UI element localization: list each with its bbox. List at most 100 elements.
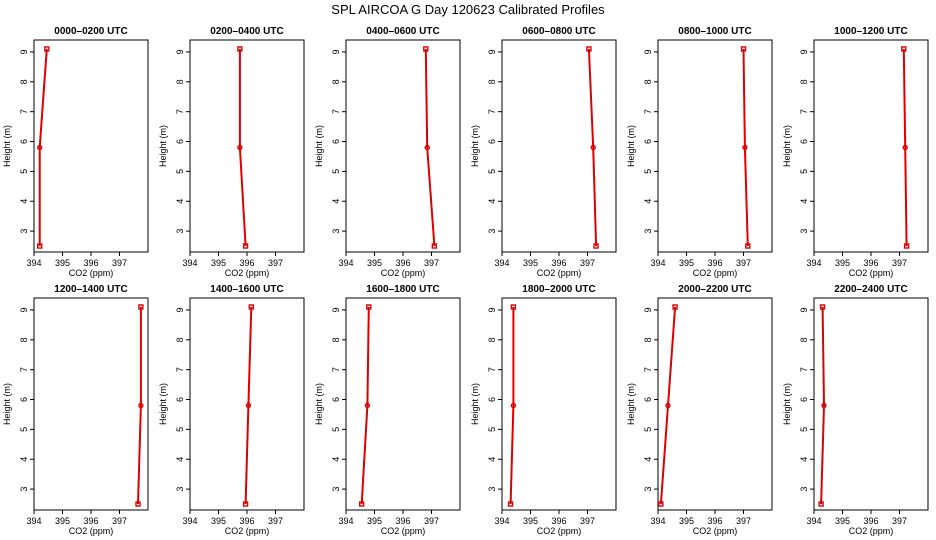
y-tick-label: 4 <box>799 199 809 204</box>
x-tick-label: 395 <box>835 258 850 268</box>
y-tick-label: 3 <box>643 229 653 234</box>
x-tick-label: 396 <box>863 516 878 526</box>
x-tick-label: 396 <box>395 516 410 526</box>
y-tick-label: 4 <box>175 199 185 204</box>
y-axis-label: Height (m) <box>626 383 636 425</box>
figure-title: SPL AIRCOA G Day 120623 Calibrated Profi… <box>331 2 605 17</box>
y-tick-label: 6 <box>487 139 497 144</box>
series-line <box>902 48 908 247</box>
x-tick-label: 394 <box>806 258 821 268</box>
data-point <box>593 243 599 249</box>
x-tick-label: 397 <box>892 258 907 268</box>
x-tick-label: 396 <box>707 516 722 526</box>
series-line <box>360 306 370 505</box>
y-tick-label: 7 <box>643 109 653 114</box>
x-tick-label: 394 <box>182 258 197 268</box>
panel-title: 0800–1000 UTC <box>678 26 751 37</box>
y-tick-label: 7 <box>487 367 497 372</box>
x-tick-label: 397 <box>112 516 127 526</box>
x-tick-label: 395 <box>367 516 382 526</box>
y-tick-label: 4 <box>487 457 497 462</box>
y-tick-label: 4 <box>175 457 185 462</box>
y-tick-label: 5 <box>487 427 497 432</box>
y-tick-label: 8 <box>487 79 497 84</box>
plot-frame <box>345 39 461 253</box>
y-tick-label: 5 <box>331 169 341 174</box>
y-tick-label: 7 <box>799 109 809 114</box>
plot-frame <box>501 297 617 511</box>
x-tick-label: 395 <box>55 516 70 526</box>
y-tick-label: 9 <box>799 307 809 312</box>
plot-frame <box>657 39 773 253</box>
panel-9: 1800–2000 UTC 394 395 396 397 3 4 5 6 7 8 9 CO2 (ppm… <box>470 284 617 536</box>
y-tick-label: 7 <box>331 367 341 372</box>
panel-3: 0600–0800 UTC 394 395 396 397 3 4 5 6 7 8 9 CO2 (ppm… <box>470 26 617 278</box>
series-line <box>238 49 247 247</box>
panel-title: 0600–0800 UTC <box>522 26 595 37</box>
data-point <box>901 46 907 52</box>
y-tick-label: 4 <box>19 457 29 462</box>
x-tick-label: 395 <box>523 258 538 268</box>
data-point <box>135 501 141 507</box>
x-tick-label: 397 <box>268 258 283 268</box>
y-tick-label: 5 <box>643 169 653 174</box>
y-tick-label: 9 <box>643 49 653 54</box>
y-tick-label: 7 <box>643 367 653 372</box>
x-axis-label: CO2 (ppm) <box>693 526 738 536</box>
y-axis-label: Height (m) <box>470 125 480 167</box>
y-tick-label: 8 <box>175 337 185 342</box>
data-point <box>507 501 514 507</box>
data-point <box>510 304 517 310</box>
x-tick-label: 396 <box>395 258 410 268</box>
y-tick-label: 6 <box>19 139 29 144</box>
y-axis-label: Height (m) <box>2 383 12 425</box>
data-point <box>821 402 827 409</box>
y-tick-label: 6 <box>331 139 341 144</box>
y-tick-label: 8 <box>799 337 809 342</box>
y-tick-label: 7 <box>19 367 29 372</box>
panel-title: 2200–2400 UTC <box>834 284 907 295</box>
y-tick-label: 4 <box>19 199 29 204</box>
x-tick-label: 394 <box>494 516 509 526</box>
x-axis-label: CO2 (ppm) <box>225 268 270 278</box>
y-tick-label: 5 <box>19 169 29 174</box>
x-axis-label: CO2 (ppm) <box>381 526 426 536</box>
series-line <box>244 306 253 505</box>
x-axis-label: CO2 (ppm) <box>69 526 114 536</box>
data-point <box>819 304 826 310</box>
data-point <box>424 144 430 151</box>
y-tick-label: 7 <box>799 367 809 372</box>
y-axis-label: Height (m) <box>782 383 792 425</box>
y-tick-label: 9 <box>19 49 29 54</box>
panel-11: 2200–2400 UTC 394 395 396 397 3 4 5 6 7 8 9 CO2 (ppm… <box>782 284 929 536</box>
plot-frame <box>33 297 149 511</box>
x-tick-label: 396 <box>707 258 722 268</box>
y-tick-label: 8 <box>19 79 29 84</box>
x-axis-label: CO2 (ppm) <box>849 268 894 278</box>
x-axis-label: CO2 (ppm) <box>537 526 582 536</box>
x-tick-label: 395 <box>835 516 850 526</box>
y-axis-label: Height (m) <box>626 125 636 167</box>
data-point <box>745 243 751 249</box>
y-tick-label: 3 <box>331 229 341 234</box>
y-tick-label: 4 <box>643 199 653 204</box>
series-line <box>587 48 598 247</box>
y-tick-label: 9 <box>175 49 185 54</box>
plot-frame <box>189 39 305 253</box>
x-tick-label: 395 <box>679 516 694 526</box>
x-tick-label: 394 <box>338 516 353 526</box>
panel-title: 1400–1600 UTC <box>210 284 283 295</box>
data-point <box>364 402 371 409</box>
x-axis-label: CO2 (ppm) <box>693 268 738 278</box>
x-axis-label: CO2 (ppm) <box>849 526 894 536</box>
y-tick-label: 8 <box>487 337 497 342</box>
series-line <box>509 307 515 505</box>
y-tick-label: 4 <box>331 199 341 204</box>
y-tick-label: 5 <box>331 427 341 432</box>
y-tick-label: 3 <box>643 487 653 492</box>
y-tick-label: 9 <box>799 49 809 54</box>
y-tick-label: 3 <box>487 487 497 492</box>
panel-5: 1000–1200 UTC 394 395 396 397 3 4 5 6 7 8 9 CO2 (ppm… <box>782 26 929 278</box>
